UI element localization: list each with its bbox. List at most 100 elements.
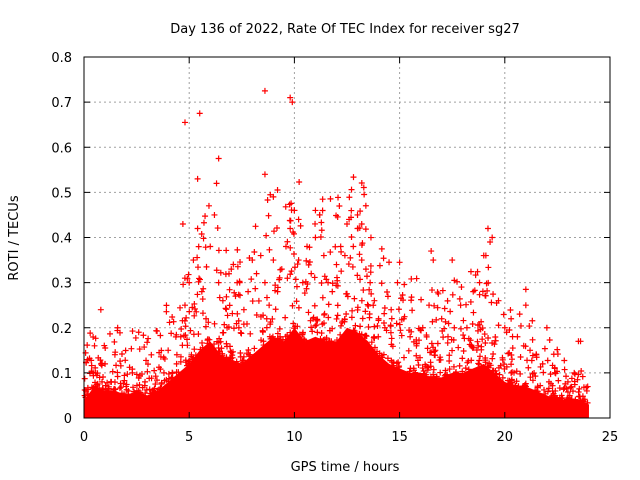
scatter-fill-point: [143, 357, 150, 364]
scatter-fill-point: [476, 291, 483, 298]
scatter-fill-point: [163, 302, 170, 309]
scatter-fill-point: [220, 329, 227, 336]
scatter-fill-point: [136, 346, 143, 353]
scatter-fill-point: [199, 339, 206, 346]
scatter-fill-point: [178, 325, 185, 332]
scatter-fill-point: [114, 369, 121, 376]
scatter-fill-point: [270, 228, 277, 235]
scatter-fill-point: [433, 316, 440, 323]
scatter-fill-point: [184, 336, 191, 343]
scatter-fill-point: [378, 280, 385, 287]
data-point: [539, 360, 546, 367]
scatter-fill-point: [297, 222, 304, 229]
scatter-fill-point: [517, 322, 524, 329]
scatter-fill-point: [444, 297, 451, 304]
data-point: [312, 234, 319, 241]
scatter-fill-point: [537, 382, 544, 389]
scatter-fill-point: [561, 357, 568, 364]
scatter-fill-point: [303, 285, 310, 292]
scatter-fill-point: [163, 308, 170, 315]
scatter-fill-point: [508, 356, 515, 363]
scatter-fill-point: [190, 331, 197, 338]
scatter-fill-point: [387, 329, 394, 336]
data-point: [181, 302, 188, 309]
scatter-fill-point: [266, 333, 273, 340]
data-point: [181, 119, 188, 126]
scatter-fill-point: [121, 372, 128, 379]
data-point: [325, 279, 332, 286]
data-point: [371, 297, 378, 304]
scatter-fill-point: [90, 384, 97, 391]
scatter-fill-point: [148, 375, 155, 382]
data-point: [165, 347, 172, 354]
scatter-fill-point: [483, 280, 490, 287]
scatter-fill-point: [464, 359, 471, 366]
scatter-fill-point: [386, 259, 393, 266]
data-point: [346, 216, 353, 223]
data-point: [575, 338, 582, 345]
data-point: [451, 277, 458, 284]
scatter-fill-point: [467, 337, 474, 344]
x-tick-label: 5: [185, 430, 193, 445]
data-point: [337, 243, 344, 250]
scatter-fill-point: [112, 349, 119, 356]
scatter-fill-point: [237, 292, 244, 299]
scatter-fill-point: [284, 275, 291, 282]
data-point: [291, 207, 298, 214]
scatter-fill-point: [449, 347, 456, 354]
scatter-fill-point: [501, 361, 508, 368]
data-point: [287, 94, 294, 101]
data-point: [533, 351, 540, 358]
scatter-fill-point: [339, 318, 346, 325]
scatter-fill-point: [323, 276, 330, 283]
scatter-fill-point: [441, 305, 448, 312]
data-points: [81, 87, 591, 418]
data-point: [123, 383, 130, 390]
scatter-fill-point: [346, 194, 353, 201]
scatter-fill-point: [544, 388, 551, 395]
scatter-fill-point: [367, 234, 374, 241]
scatter-fill-point: [475, 360, 482, 367]
scatter-fill-point: [579, 373, 586, 380]
data-point: [508, 315, 515, 322]
scatter-fill-point: [305, 309, 312, 316]
scatter-fill-point: [235, 291, 242, 298]
scatter-fill-point: [128, 345, 135, 352]
data-point: [375, 315, 382, 322]
scatter-fill-point: [549, 382, 556, 389]
scatter-fill-point: [274, 187, 281, 194]
scatter-fill-point: [485, 334, 492, 341]
data-point: [173, 360, 180, 367]
scatter-fill-point: [537, 363, 544, 370]
scatter-fill-point: [313, 322, 320, 328]
scatter-fill-point: [437, 369, 444, 376]
scatter-fill-point: [477, 353, 484, 360]
scatter-fill-point: [269, 315, 276, 322]
scatter-fill-point: [460, 348, 467, 355]
scatter-fill-point: [439, 287, 446, 294]
data-point: [219, 297, 226, 304]
scatter-fill-point: [428, 349, 435, 356]
scatter-fill-point: [487, 362, 494, 369]
scatter-fill-point: [248, 276, 255, 283]
scatter-fill-point: [323, 334, 330, 341]
scatter-fill-point: [366, 286, 373, 293]
scatter-fill-point: [365, 302, 372, 309]
scatter-fill-point: [399, 291, 406, 298]
data-point: [299, 279, 306, 286]
data-point: [449, 257, 456, 264]
scatter-fill-point: [124, 371, 131, 378]
data-point: [261, 87, 268, 94]
scatter-fill-point: [253, 312, 260, 319]
scatter-fill-point: [274, 335, 281, 342]
scatter-fill-point: [291, 264, 298, 271]
data-point: [160, 369, 167, 376]
scatter-fill-point: [409, 307, 416, 314]
scatter-fill-point: [211, 320, 218, 327]
scatter-fill-point: [472, 272, 479, 279]
scatter-fill-point: [137, 389, 144, 396]
scatter-fill-point: [356, 330, 363, 337]
scatter-fill-point: [329, 325, 336, 332]
scatter-fill-point: [358, 297, 365, 304]
scatter-fill-point: [574, 376, 581, 383]
